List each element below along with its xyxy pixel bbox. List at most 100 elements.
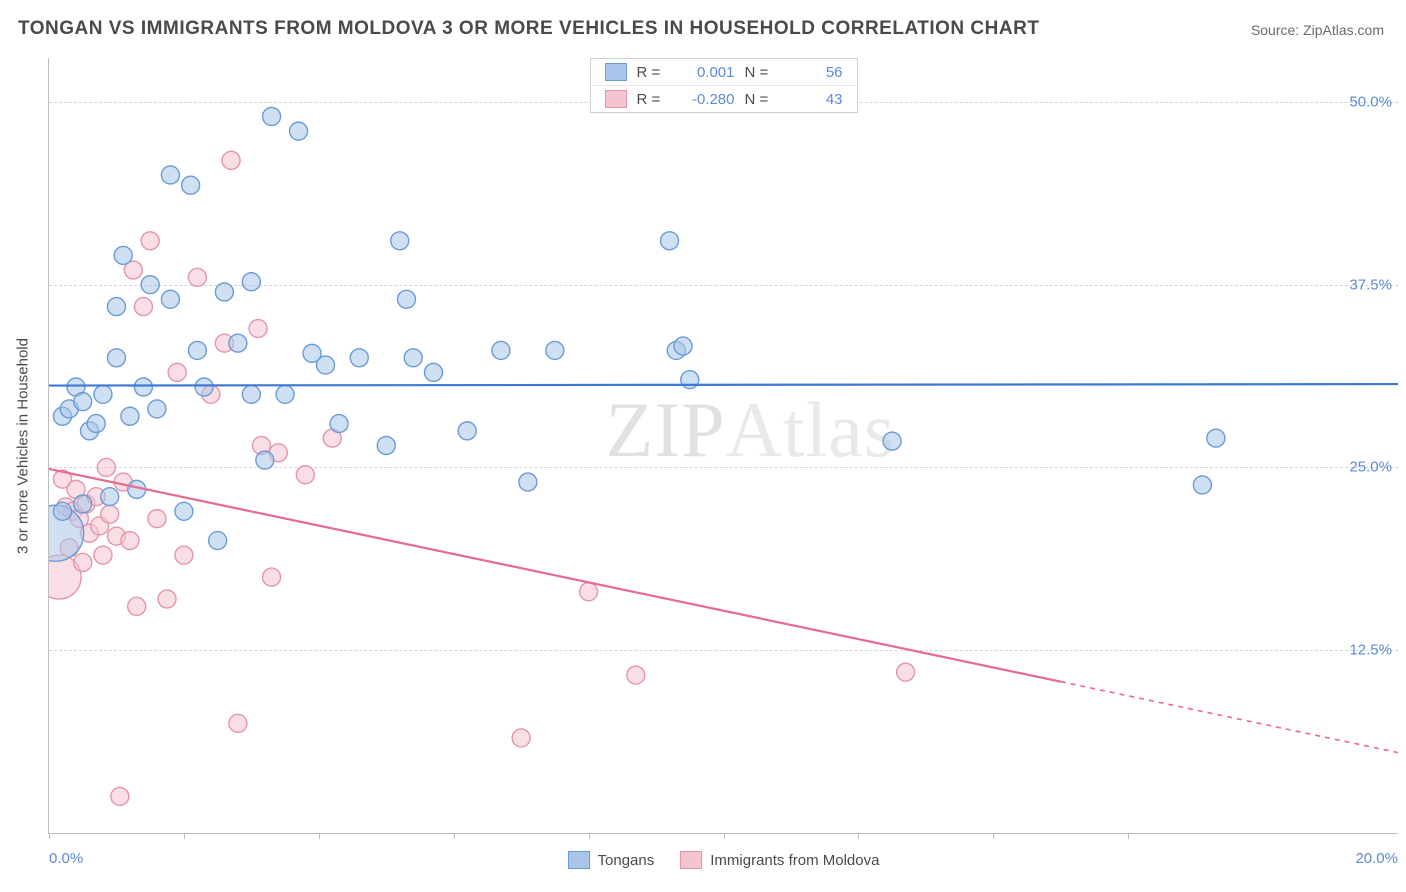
- point-series-a: [242, 385, 260, 403]
- point-series-a: [134, 378, 152, 396]
- x-tick: [589, 833, 590, 839]
- point-series-a: [330, 415, 348, 433]
- point-series-b: [94, 546, 112, 564]
- point-series-a: [161, 290, 179, 308]
- point-series-a: [121, 407, 139, 425]
- point-series-b: [168, 363, 186, 381]
- trendline-series-b: [49, 469, 1061, 682]
- value-r-b: -0.280: [677, 91, 735, 108]
- x-tick: [993, 833, 994, 839]
- point-series-a: [53, 502, 71, 520]
- source-attribution: Source: ZipAtlas.com: [1251, 22, 1384, 38]
- value-n-a: 56: [785, 64, 843, 81]
- point-series-b: [627, 666, 645, 684]
- point-series-a: [458, 422, 476, 440]
- point-series-a: [674, 337, 692, 355]
- point-series-a: [74, 393, 92, 411]
- point-series-a: [1193, 476, 1211, 494]
- point-series-a: [276, 385, 294, 403]
- legend-item-a: Tongans: [568, 851, 655, 869]
- trendline-series-a: [49, 384, 1398, 385]
- point-series-a: [229, 334, 247, 352]
- point-series-a: [114, 246, 132, 264]
- point-series-a: [661, 232, 679, 250]
- point-series-b: [158, 590, 176, 608]
- x-axis-min-label: 0.0%: [49, 850, 83, 867]
- point-series-b: [101, 505, 119, 523]
- point-series-a: [397, 290, 415, 308]
- point-series-a: [391, 232, 409, 250]
- trendline-series-b-extrapolated: [1061, 682, 1398, 753]
- point-series-b: [249, 320, 267, 338]
- point-series-a: [883, 432, 901, 450]
- scatter-plot: [49, 58, 1398, 833]
- x-axis-max-label: 20.0%: [1355, 850, 1398, 867]
- point-series-b: [97, 458, 115, 476]
- x-tick: [858, 833, 859, 839]
- x-tick: [319, 833, 320, 839]
- point-series-a: [290, 122, 308, 140]
- value-r-a: 0.001: [677, 64, 735, 81]
- point-series-a: [209, 532, 227, 550]
- legend-row-b: R = -0.280 N = 43: [591, 86, 857, 112]
- legend-label-a: Tongans: [598, 852, 655, 869]
- point-series-a: [94, 385, 112, 403]
- point-series-a: [148, 400, 166, 418]
- point-series-a: [317, 356, 335, 374]
- chart-area: 3 or more Vehicles in Household ZIPAtlas…: [48, 58, 1398, 834]
- point-series-b: [128, 597, 146, 615]
- point-series-a: [161, 166, 179, 184]
- x-tick: [454, 833, 455, 839]
- point-series-b: [111, 787, 129, 805]
- point-series-a: [101, 488, 119, 506]
- point-series-a: [1207, 429, 1225, 447]
- point-series-a: [424, 363, 442, 381]
- point-series-a: [107, 298, 125, 316]
- point-series-a: [519, 473, 537, 491]
- x-tick: [184, 833, 185, 839]
- label-n: N =: [745, 91, 775, 108]
- point-series-b: [263, 568, 281, 586]
- chart-title: TONGAN VS IMMIGRANTS FROM MOLDOVA 3 OR M…: [18, 18, 1039, 40]
- point-series-a: [681, 371, 699, 389]
- point-series-a: [195, 378, 213, 396]
- point-series-a: [74, 495, 92, 513]
- point-series-a: [263, 107, 281, 125]
- value-n-b: 43: [785, 91, 843, 108]
- point-series-a: [546, 341, 564, 359]
- x-tick: [724, 833, 725, 839]
- legend-item-b: Immigrants from Moldova: [680, 851, 879, 869]
- swatch-series-a: [605, 63, 627, 81]
- point-series-b: [134, 298, 152, 316]
- point-series-b: [121, 532, 139, 550]
- point-series-a: [377, 437, 395, 455]
- swatch-series-b: [680, 851, 702, 869]
- point-series-b: [897, 663, 915, 681]
- point-series-b: [229, 714, 247, 732]
- point-series-a: [242, 273, 260, 291]
- point-series-a: [404, 349, 422, 367]
- point-series-a: [141, 276, 159, 294]
- swatch-series-b: [605, 90, 627, 108]
- point-series-b: [141, 232, 159, 250]
- point-series-b: [580, 583, 598, 601]
- swatch-series-a: [568, 851, 590, 869]
- point-series-a: [107, 349, 125, 367]
- legend-label-b: Immigrants from Moldova: [710, 852, 879, 869]
- x-tick: [49, 833, 50, 839]
- y-axis-title: 3 or more Vehicles in Household: [15, 338, 32, 554]
- point-series-a: [215, 283, 233, 301]
- point-series-b: [222, 151, 240, 169]
- point-series-b: [74, 553, 92, 571]
- legend-correlation: R = 0.001 N = 56 R = -0.280 N = 43: [590, 58, 858, 113]
- point-series-b: [175, 546, 193, 564]
- label-r: R =: [637, 64, 667, 81]
- legend-row-a: R = 0.001 N = 56: [591, 59, 857, 86]
- point-series-a: [188, 341, 206, 359]
- label-r: R =: [637, 91, 667, 108]
- point-series-a: [256, 451, 274, 469]
- point-series-a: [87, 415, 105, 433]
- point-series-b: [296, 466, 314, 484]
- point-series-a: [175, 502, 193, 520]
- label-n: N =: [745, 64, 775, 81]
